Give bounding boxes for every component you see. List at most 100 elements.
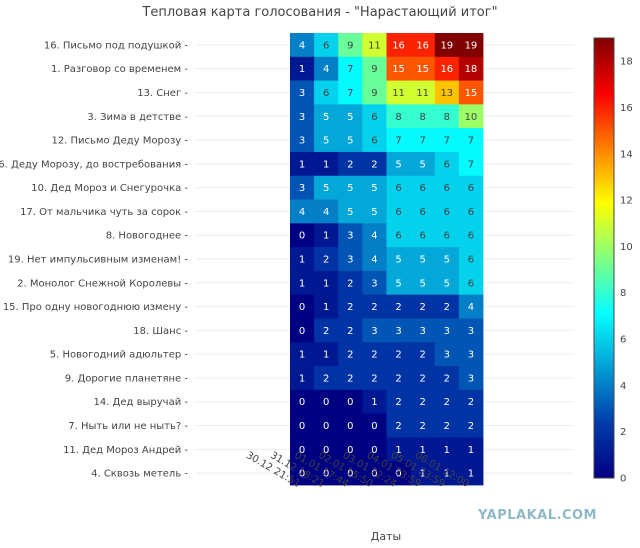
colorbar-tick-label: 0 (620, 474, 626, 485)
heatmap-cell (362, 199, 387, 224)
heatmap-cell (410, 80, 436, 105)
heatmap-cell (314, 437, 339, 462)
cell-value-label: 2 (371, 350, 377, 361)
heatmap-cell (386, 56, 412, 81)
cell-value-label: 7 (347, 64, 353, 75)
heatmap-cell (290, 366, 315, 391)
colorbar-tick-label: 10 (620, 242, 633, 253)
cell-value-label: 3 (468, 350, 474, 361)
cell-value-label: 5 (323, 136, 329, 147)
cell-value-label: 1 (420, 445, 426, 456)
heatmap-cell (458, 56, 484, 81)
heatmap-cell (410, 366, 436, 391)
cell-value-label: 1 (323, 278, 329, 289)
heatmap-cell (338, 461, 363, 486)
heatmap-cell (338, 342, 363, 367)
cell-value-label: 6 (395, 231, 401, 242)
cell-value-label: 1 (420, 469, 426, 480)
cell-value-label: 3 (347, 255, 353, 266)
heatmap-cell (410, 413, 436, 438)
cell-value-label: 1 (468, 445, 474, 456)
heatmap-cell (386, 80, 412, 105)
heatmap-cell (386, 270, 412, 296)
heatmap-cell (362, 461, 387, 486)
heatmap-cell (314, 128, 339, 153)
heatmap-cell (338, 56, 363, 81)
heatmap-cell (290, 151, 315, 177)
cell-value-label: 2 (323, 255, 329, 266)
heatmap-cell (434, 366, 460, 391)
heatmap-cell (314, 33, 339, 58)
cell-value-label: 6 (468, 255, 474, 266)
y-tick-label: 7. Ныть или не ныть? - (68, 421, 188, 432)
heatmap-cell (314, 294, 339, 319)
cell-value-label: 0 (371, 421, 377, 432)
heatmap-cell (338, 366, 363, 391)
colorbar-tick-label: 16 (620, 103, 633, 114)
heatmap-cell (314, 80, 339, 105)
cell-value-label: 0 (347, 469, 353, 480)
heatmap-cell (434, 342, 460, 367)
heatmap-cell (290, 199, 315, 224)
heatmap-cell (290, 56, 315, 81)
heatmap-cell (338, 33, 363, 58)
heatmap-cell (386, 128, 412, 153)
cell-value-label: 5 (347, 136, 353, 147)
cell-value-label: 7 (468, 136, 474, 147)
heatmap-cell (434, 223, 460, 248)
heatmap-cell (458, 461, 484, 486)
cell-value-label: 1 (323, 231, 329, 242)
cell-value-label: 1 (323, 159, 329, 170)
cell-value-label: 3 (299, 88, 305, 99)
cell-value-label: 16 (416, 40, 429, 51)
cell-value-label: 2 (371, 373, 377, 384)
heatmap-cell (458, 175, 484, 200)
heatmap-cell (410, 461, 436, 486)
cell-value-label: 0 (323, 421, 329, 432)
cell-value-label: 0 (323, 469, 329, 480)
heatmap-cell (434, 389, 460, 415)
y-tick-label: 12. Письмо Деду Морозу - (51, 136, 188, 147)
heatmap-cell (338, 80, 363, 105)
cell-value-label: 0 (347, 421, 353, 432)
heatmap-cell (290, 223, 315, 248)
heatmap-cell (338, 270, 363, 296)
cell-value-label: 1 (299, 278, 305, 289)
heatmap-cell (410, 128, 436, 153)
cell-value-label: 6 (395, 183, 401, 194)
cell-value-label: 6 (444, 159, 450, 170)
watermark: YAPLAKAL.COM (478, 508, 597, 523)
cell-value-label: 1 (371, 397, 377, 408)
cell-value-label: 3 (299, 112, 305, 123)
heatmap-cell (362, 33, 387, 58)
heatmap-cell (290, 318, 315, 343)
y-tick-label: 13. Снег - (137, 88, 188, 99)
cell-value-label: 15 (392, 64, 405, 75)
y-tick-label: 18. Шанс - (133, 326, 188, 337)
cell-value-label: 2 (420, 302, 426, 313)
cell-value-label: 11 (392, 88, 405, 99)
cell-value-label: 2 (347, 278, 353, 289)
heatmap-cell (458, 270, 484, 296)
cell-value-label: 16 (440, 64, 453, 75)
cell-value-label: 7 (395, 136, 401, 147)
cell-value-label: 5 (323, 183, 329, 194)
heatmap-cell (458, 366, 484, 391)
cell-value-label: 6 (444, 207, 450, 218)
heatmap-cell (386, 437, 412, 462)
cell-value-label: 0 (323, 397, 329, 408)
heatmap-cell (458, 389, 484, 415)
heatmap-cell (362, 151, 387, 177)
heatmap-cell (410, 223, 436, 248)
heatmap-cell (434, 461, 460, 486)
heatmap-cell (458, 223, 484, 248)
cell-value-label: 1 (299, 64, 305, 75)
heatmap-cell (314, 413, 339, 438)
heatmap-cell (386, 199, 412, 224)
cell-value-label: 15 (465, 88, 478, 99)
cell-value-label: 6 (420, 183, 426, 194)
cell-value-label: 7 (347, 88, 353, 99)
heatmap-cell (410, 33, 436, 58)
y-tick-label: 8. Новогоднее - (106, 231, 189, 242)
heatmap-cell (410, 389, 436, 415)
